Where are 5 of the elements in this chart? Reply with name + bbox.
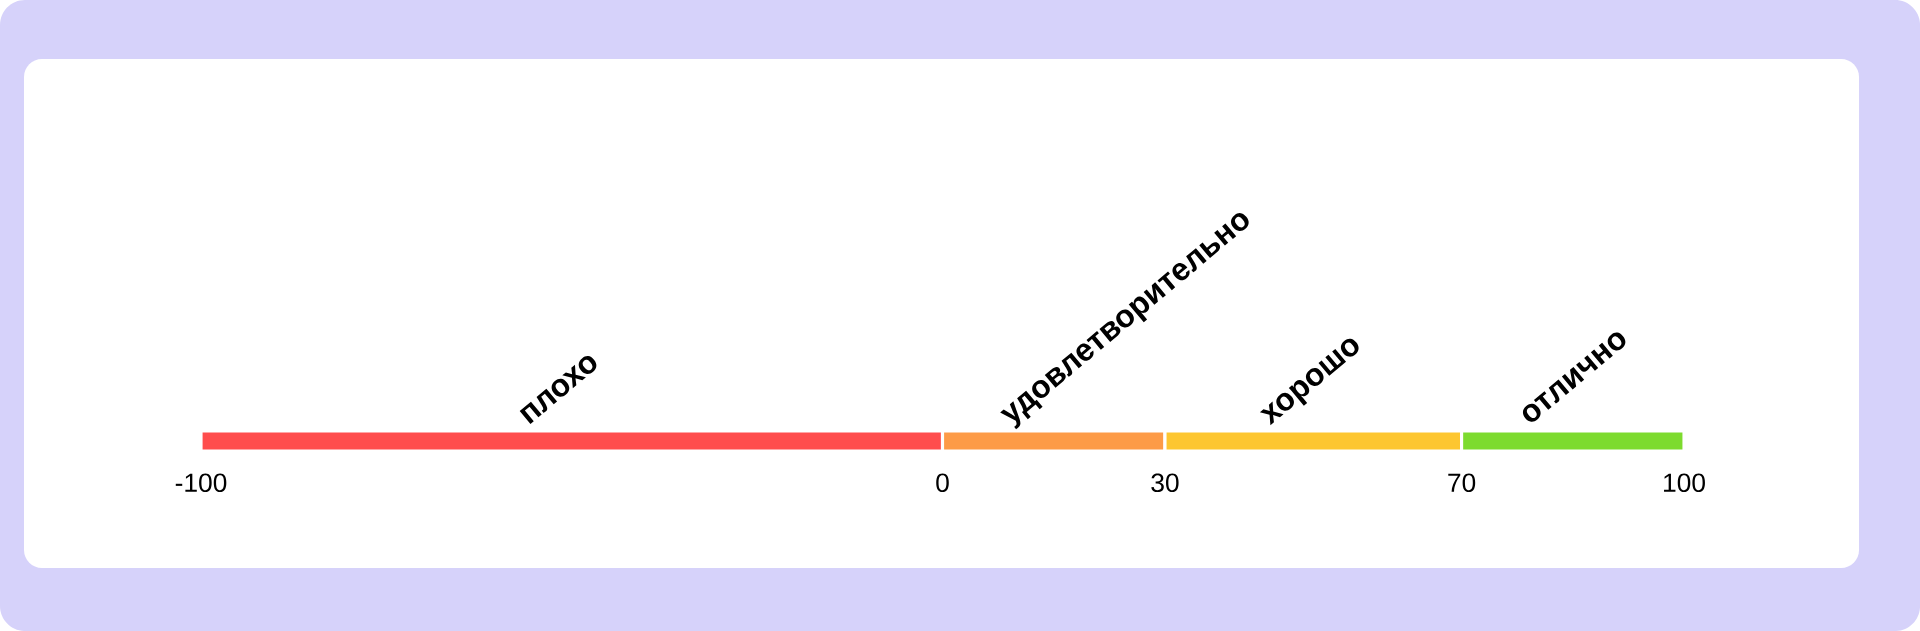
x-tick-label: 0 [936,473,949,493]
x-tick-label: 100 [1664,473,1705,493]
x-tick-label: 70 [1448,473,1476,493]
x-tick-label: 30 [1151,473,1179,493]
x-tick-label: -100 [175,473,227,493]
